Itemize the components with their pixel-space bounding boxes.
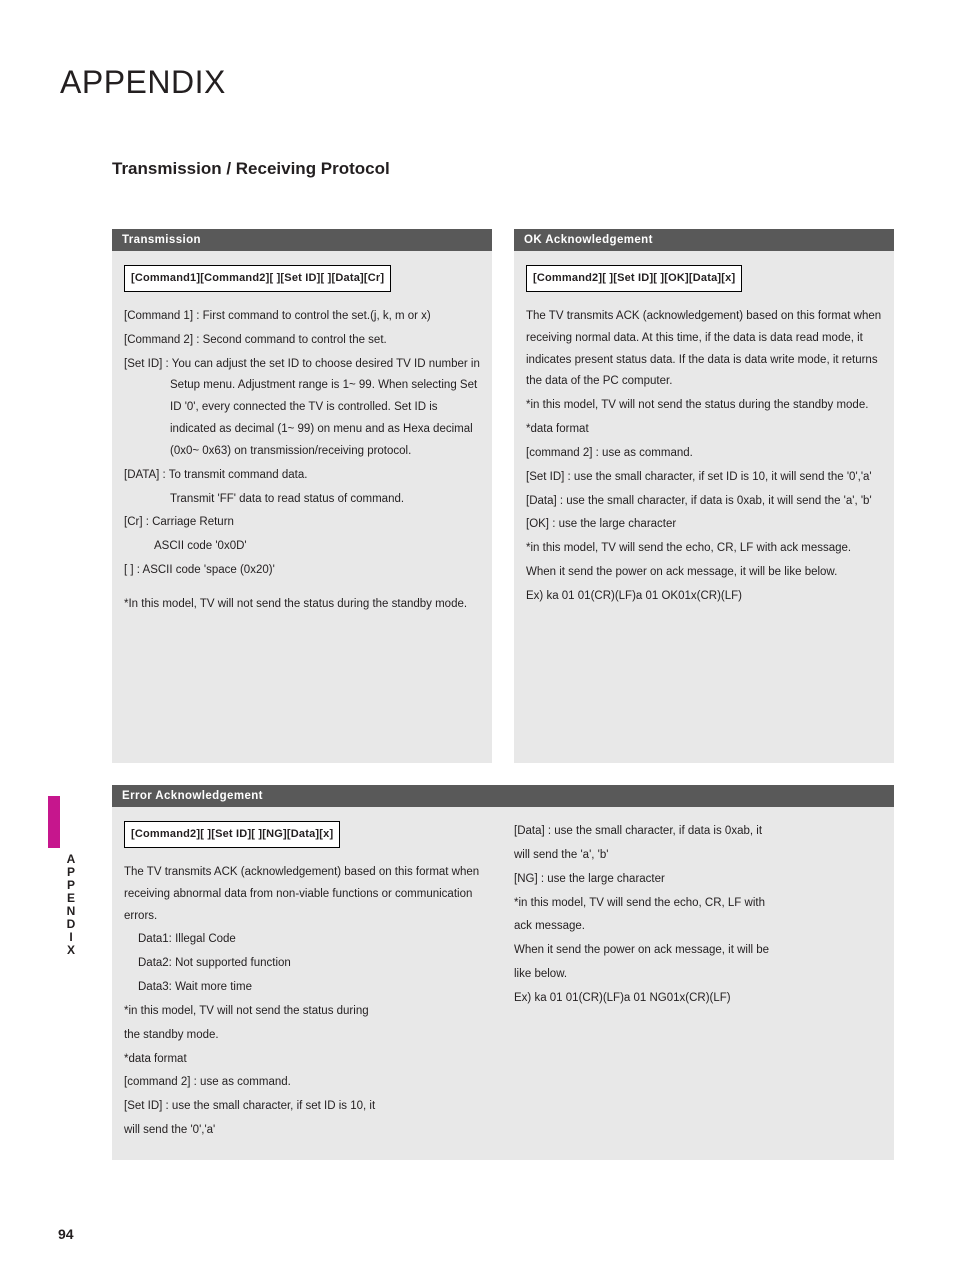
- text-line: *data format: [124, 1049, 492, 1071]
- text-line: *in this model, TV will send the echo, C…: [526, 538, 882, 560]
- text-line: Ex) ka 01 01(CR)(LF)a 01 NG01x(CR)(LF): [514, 988, 882, 1010]
- text-line: [Data] : use the small character, if dat…: [514, 821, 882, 843]
- text-line: like below.: [514, 964, 882, 986]
- text-line: [Set ID] : You can adjust the set ID to …: [124, 354, 480, 463]
- ok-ack-column: OK Acknowledgement [Command2][ ][Set ID]…: [514, 229, 894, 763]
- text-line: *in this model, TV will send the echo, C…: [514, 893, 882, 915]
- transmission-column: Transmission [Command1][Command2][ ][Set…: [112, 229, 492, 763]
- text-line: When it send the power on ack message, i…: [526, 562, 882, 584]
- text-line: [NG] : use the large character: [514, 869, 882, 891]
- text-line: [Command 1] : First command to control t…: [124, 306, 480, 328]
- page-title: APPENDIX: [0, 0, 954, 101]
- text-line: ASCII code '0x0D': [124, 536, 480, 558]
- error-ack-box: [Command2][ ][Set ID][ ][NG][Data][x] Th…: [112, 807, 894, 1160]
- text-line: [OK] : use the large character: [526, 514, 882, 536]
- text-line: Data1: Illegal Code: [124, 929, 492, 951]
- text-line: [command 2] : use as command.: [526, 443, 882, 465]
- side-label: APPENDIX: [64, 852, 78, 956]
- transmission-command-format: [Command1][Command2][ ][Set ID][ ][Data]…: [124, 265, 391, 292]
- text-line: *in this model, TV will not send the sta…: [526, 395, 882, 417]
- error-ack-command-format: [Command2][ ][Set ID][ ][NG][Data][x]: [124, 821, 340, 848]
- error-ack-bar: Error Acknowledgement: [112, 785, 894, 807]
- top-columns: Transmission [Command1][Command2][ ][Set…: [0, 179, 954, 763]
- text-line: Ex) ka 01 01(CR)(LF)a 01 OK01x(CR)(LF): [526, 586, 882, 608]
- ok-ack-command-format: [Command2][ ][Set ID][ ][OK][Data][x]: [526, 265, 742, 292]
- text-line: [command 2] : use as command.: [124, 1072, 492, 1094]
- text-line: [DATA] : To transmit command data.: [124, 465, 480, 487]
- text-line: Transmit 'FF' data to read status of com…: [124, 489, 480, 511]
- text-line: [Set ID] : use the small character, if s…: [124, 1096, 492, 1118]
- text-line: [Command 2] : Second command to control …: [124, 330, 480, 352]
- text-line: Data2: Not supported function: [124, 953, 492, 975]
- ok-ack-bar: OK Acknowledgement: [514, 229, 894, 251]
- text-line: Data3: Wait more time: [124, 977, 492, 999]
- text-line: will send the 'a', 'b': [514, 845, 882, 867]
- text-line: ack message.: [514, 916, 882, 938]
- text-line: will send the '0','a': [124, 1120, 492, 1142]
- transmission-box: [Command1][Command2][ ][Set ID][ ][Data]…: [112, 251, 492, 763]
- error-ack-right: [Data] : use the small character, if dat…: [514, 821, 882, 1144]
- section-title: Transmission / Receiving Protocol: [0, 101, 954, 179]
- text-line: *in this model, TV will not send the sta…: [124, 1001, 492, 1023]
- ok-ack-box: [Command2][ ][Set ID][ ][OK][Data][x] Th…: [514, 251, 894, 763]
- transmission-bar: Transmission: [112, 229, 492, 251]
- text-line: When it send the power on ack message, i…: [514, 940, 882, 962]
- text-line: the standby mode.: [124, 1025, 492, 1047]
- text-line: [Cr] : Carriage Return: [124, 512, 480, 534]
- text-line: [Data] : use the small character, if dat…: [526, 491, 882, 513]
- text-line: *data format: [526, 419, 882, 441]
- text-line: [Set ID] : use the small character, if s…: [526, 467, 882, 489]
- side-accent-tab: [48, 796, 60, 848]
- error-ack-columns: [Command2][ ][Set ID][ ][NG][Data][x] Th…: [124, 821, 882, 1144]
- page-number: 94: [58, 1226, 74, 1242]
- error-ack-section: Error Acknowledgement [Command2][ ][Set …: [0, 763, 954, 1160]
- text-line: [ ] : ASCII code 'space (0x20)': [124, 560, 480, 582]
- error-ack-left: [Command2][ ][Set ID][ ][NG][Data][x] Th…: [124, 821, 492, 1144]
- text-line: The TV transmits ACK (acknowledgement) b…: [526, 306, 882, 393]
- text-line: *In this model, TV will not send the sta…: [124, 594, 480, 616]
- text-line: The TV transmits ACK (acknowledgement) b…: [124, 862, 492, 928]
